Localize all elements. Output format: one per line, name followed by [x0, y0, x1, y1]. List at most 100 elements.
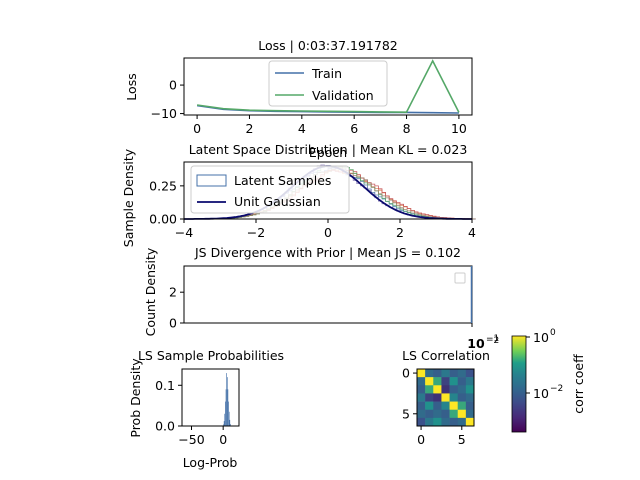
- corr-cell: [457, 401, 467, 411]
- prob-bar: [225, 389, 227, 426]
- loss-line-validation: [196, 59, 460, 114]
- prob-xlabel: Log-Prob: [183, 455, 238, 470]
- corr-title: LS Correlation: [402, 348, 490, 363]
- js-xtick-exp: −1: [486, 334, 499, 344]
- corr-ytick-label: 0: [402, 366, 410, 381]
- prob-panel: LS Sample Probabilities −50 0 0.0 0.1 Log-…: [128, 348, 284, 470]
- corr-cell: [417, 385, 426, 394]
- loss-axes-frame: [183, 57, 473, 116]
- corr-cell: [433, 385, 442, 394]
- loss-ylabel: Loss: [124, 73, 139, 100]
- prob-xtick-label: −50: [178, 432, 204, 447]
- colorbar-tick-bottom: 10: [533, 386, 549, 401]
- latent-xtick-label: −4: [175, 225, 193, 240]
- corr-cell: [433, 417, 442, 427]
- corr-cell: [441, 409, 450, 419]
- corr-cell: [465, 377, 475, 386]
- loss-title: Loss | 0:03:37.191782: [258, 38, 397, 53]
- corr-cell: [457, 385, 467, 394]
- loss-xtick-label: 4: [298, 121, 306, 136]
- prob-title: LS Sample Probabilities: [138, 348, 284, 363]
- corr-cell: [465, 417, 475, 427]
- corr-cell: [417, 409, 426, 419]
- corr-cell: [449, 409, 459, 419]
- loss-panel: Loss | 0:03:37.191782 0 2 4 6 8 10 −100 Loss …: [124, 38, 473, 136]
- loss-xtick-label: 6: [350, 121, 358, 136]
- corr-cell: [417, 393, 426, 402]
- loss-xtick-label: 10: [451, 121, 467, 136]
- js-panel: JS Divergence with Prior | Mean JS = 0.1…: [143, 245, 499, 351]
- latent-xtick-label: 2: [396, 225, 404, 240]
- corr-cell: [441, 369, 450, 378]
- corr-cell: [449, 401, 459, 411]
- loss-xtick-label: 2: [245, 121, 253, 136]
- corr-cell: [425, 417, 434, 427]
- corr-cell: [417, 417, 426, 427]
- js-xtick-exp-overlap: −2: [486, 336, 499, 346]
- prob-ylabel: Prob Density: [128, 358, 143, 438]
- corr-axes-frame: [416, 368, 475, 427]
- corr-cell: [417, 401, 426, 411]
- corr-cell: [441, 377, 450, 386]
- prob-bar: [228, 411, 230, 426]
- corr-cell: [457, 417, 467, 427]
- corr-cell: [433, 377, 442, 386]
- corr-cell: [441, 385, 450, 394]
- loss-ytick-label: 0: [169, 78, 177, 93]
- corr-cell: [441, 417, 450, 427]
- loss-xlabel: Epoch: [309, 145, 347, 160]
- corr-cell: [457, 369, 467, 378]
- corr-cell: [465, 401, 475, 411]
- corr-cell: [449, 369, 459, 378]
- corr-cell: [449, 377, 459, 386]
- corr-cell: [425, 385, 434, 394]
- legend-label-latent-samples: Latent Samples: [234, 173, 331, 188]
- corr-cell: [425, 369, 434, 378]
- prob-bar: [223, 421, 225, 426]
- colorbar-tick-top-exp: 0: [550, 328, 556, 338]
- corr-cell: [425, 409, 434, 419]
- loss-xtick-label: 0: [193, 121, 201, 136]
- prob-bar: [225, 401, 226, 426]
- corr-xtick-label: 0: [417, 432, 425, 447]
- latent-title: Latent Space Distribution | Mean KL = 0.…: [189, 142, 468, 157]
- loss-legend: Train Validation: [268, 60, 388, 107]
- colorbar-tick-top: 10: [533, 330, 549, 345]
- corr-xtick-label: 5: [458, 432, 466, 447]
- legend-label-unit-gaussian: Unit Gaussian: [234, 194, 321, 209]
- corr-cell: [465, 369, 475, 378]
- legend-swatch-latent-samples: [196, 174, 227, 187]
- corr-cell: [425, 377, 434, 386]
- prob-bar: [226, 377, 228, 426]
- corr-cell: [433, 393, 442, 402]
- latent-ytick-label: 0.25: [149, 178, 177, 193]
- latent-ylabel: Sample Density: [121, 148, 136, 247]
- js-title: JS Divergence with Prior | Mean JS = 0.1…: [194, 245, 461, 260]
- latent-panel: Latent Space Distribution | Mean KL = 0.…: [121, 142, 476, 247]
- loss-xtick-label: 8: [403, 121, 411, 136]
- corr-cell: [457, 393, 467, 402]
- corr-cell: [417, 369, 426, 378]
- prob-bar: [224, 413, 226, 426]
- js-ytick-label: 0: [169, 316, 177, 331]
- prob-bar: [227, 389, 229, 426]
- js-ytick-label: 2: [169, 285, 177, 300]
- loss-ytick-label: −10: [151, 106, 177, 121]
- js-ylabel: Count Density: [143, 247, 158, 336]
- prob-bar: [228, 401, 229, 426]
- latent-ytick-label: 0.00: [149, 212, 177, 227]
- corr-cell: [425, 401, 434, 411]
- corr-cell: [457, 409, 467, 419]
- colorbar-tick-bottom-exp: −2: [550, 384, 563, 394]
- js-axes-frame: [183, 265, 473, 324]
- corr-cell: [441, 393, 450, 402]
- corr-cell: [425, 393, 434, 402]
- latent-xtick-label: 0: [324, 225, 332, 240]
- latent-xtick-label: 4: [468, 225, 476, 240]
- corr-ytick-label: 5: [402, 406, 410, 421]
- latent-legend: Latent Samples Unit Gaussian: [190, 165, 350, 214]
- prob-bar: [226, 373, 227, 426]
- corr-cell: [465, 393, 475, 402]
